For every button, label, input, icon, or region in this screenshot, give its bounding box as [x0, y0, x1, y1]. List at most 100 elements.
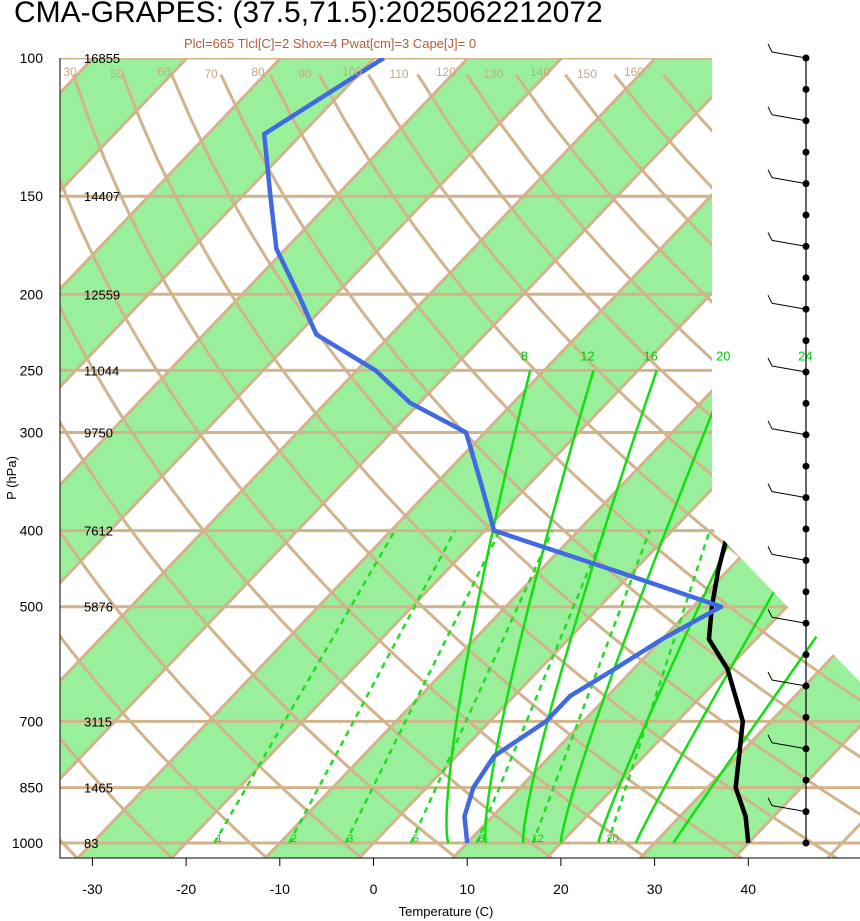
wind-barb-flag — [767, 734, 773, 744]
mixing-ratio-label: 20 — [607, 833, 619, 845]
wind-barb-flag — [767, 797, 773, 806]
mixing-ratio-label: 2 — [291, 833, 297, 845]
wind-barb-flag — [767, 420, 773, 430]
barb-dot — [802, 588, 810, 596]
dry-adiabat-label: 100 — [342, 65, 362, 79]
pressure-tick-label: 400 — [20, 523, 44, 539]
dry-adiabat-label: 30 — [63, 65, 77, 79]
wind-barb-flag — [767, 294, 773, 304]
dry-adiabat — [60, 74, 270, 858]
chart-subtitle: Plcl=665 Tlcl[C]=2 Shox=4 Pwat[cm]=3 Cap… — [184, 36, 477, 51]
dry-adiabat-label: 50 — [110, 67, 124, 81]
mixing-ratio-line — [606, 530, 711, 844]
pressure-tick-label: 150 — [20, 188, 44, 204]
pressure-tick-label: 700 — [20, 713, 44, 729]
saturated-adiabat — [672, 369, 860, 844]
barb-dot — [802, 211, 810, 219]
wind-barb — [771, 805, 807, 813]
pressure-tick-label: 1000 — [12, 835, 43, 851]
barb-dot — [802, 651, 810, 659]
height-label: 83 — [84, 836, 98, 851]
barb-dot — [802, 713, 810, 721]
barb-dot — [802, 85, 810, 93]
dry-adiabat-label: 70 — [204, 67, 218, 81]
pressure-tick-label: 100 — [20, 50, 44, 66]
dry-adiabat-label: 60 — [157, 65, 171, 79]
saturated-adiabat — [445, 370, 532, 844]
isotherm-band — [60, 58, 759, 858]
x-tick-label: 20 — [553, 881, 569, 897]
dry-adiabat-label: 130 — [483, 67, 503, 81]
dewpoint-profile — [261, 58, 724, 844]
dry-adiabat-label: 120 — [436, 65, 456, 79]
dry-adiabat-label: 160 — [624, 65, 644, 79]
wind-barb-flag — [767, 483, 773, 492]
x-axis-label: Temperature (C) — [399, 904, 494, 919]
wind-barb — [771, 302, 807, 310]
isotherm-band — [60, 58, 572, 858]
dry-adiabat — [317, 73, 860, 858]
height-label: 3115 — [84, 714, 112, 729]
isotherm — [60, 58, 317, 858]
isotherm — [60, 58, 691, 858]
wind-barb — [771, 553, 807, 561]
saturated-adiabat-label: 16 — [643, 348, 657, 363]
isotherm-band — [60, 58, 385, 858]
isotherm-band — [438, 58, 860, 858]
mixing-ratio-label: 3 — [347, 833, 353, 845]
wind-barb — [771, 616, 807, 624]
isotherm — [528, 58, 860, 858]
dry-adiabat — [60, 74, 175, 858]
mixing-ratio-label: 5 — [413, 833, 419, 845]
saturated-adiabat-label: 8 — [521, 348, 528, 363]
isotherm — [716, 58, 860, 858]
barb-dot — [802, 462, 810, 470]
pressure-tick-label: 500 — [20, 599, 44, 615]
pressure-tick-label: 250 — [20, 362, 44, 378]
wind-barb — [771, 679, 807, 687]
plot-frame — [59, 58, 860, 859]
pressure-tick-label: 850 — [20, 780, 44, 796]
x-tick-label: 40 — [741, 881, 757, 897]
isotherm — [60, 58, 223, 858]
mixing-ratio-line — [475, 530, 606, 844]
wind-barb — [771, 365, 807, 373]
isotherm — [60, 58, 598, 858]
isotherm — [60, 58, 504, 858]
height-label: 7612 — [84, 524, 113, 539]
wind-barb — [771, 51, 807, 59]
chart-labels: 1235812208121620242832100168551501440720… — [12, 50, 813, 897]
saturated-adiabat — [559, 369, 731, 844]
wind-barb-flag — [767, 169, 773, 178]
wind-barb-flag — [767, 357, 773, 367]
wind-barb — [771, 428, 807, 436]
wind-barb-flag — [767, 43, 773, 53]
isotherm — [622, 58, 860, 858]
saturated-adiabat-label: 24 — [798, 348, 812, 363]
mixing-ratio-line — [344, 530, 501, 844]
height-label: 16855 — [84, 51, 120, 66]
x-tick-label: 30 — [647, 881, 663, 897]
isotherm — [0, 22, 34, 875]
wind-barb — [771, 742, 807, 750]
wind-barb — [771, 114, 807, 122]
barb-dot — [802, 337, 810, 345]
height-label: 5876 — [84, 600, 113, 615]
dry-adiabat-label: 80 — [251, 65, 265, 79]
dry-adiabat-label: 90 — [298, 67, 312, 81]
wind-barb-flag — [767, 671, 773, 681]
wind-barb-flag — [767, 232, 773, 241]
dry-adiabats — [60, 73, 860, 858]
x-tick-label: -30 — [82, 881, 102, 897]
dry-adiabat — [60, 74, 650, 858]
x-tick-label: 10 — [459, 881, 475, 897]
pressure-tick-label: 200 — [20, 286, 44, 302]
mixing-ratio-line — [531, 530, 651, 844]
height-label: 14407 — [84, 189, 120, 204]
x-tick-label: -10 — [270, 881, 290, 897]
dry-adiabat — [416, 73, 860, 858]
y-axis-label: P (hPa) — [4, 456, 19, 500]
dry-adiabat-label: 140 — [530, 65, 550, 79]
barb-dot — [802, 525, 810, 533]
wind-barb — [771, 239, 807, 247]
